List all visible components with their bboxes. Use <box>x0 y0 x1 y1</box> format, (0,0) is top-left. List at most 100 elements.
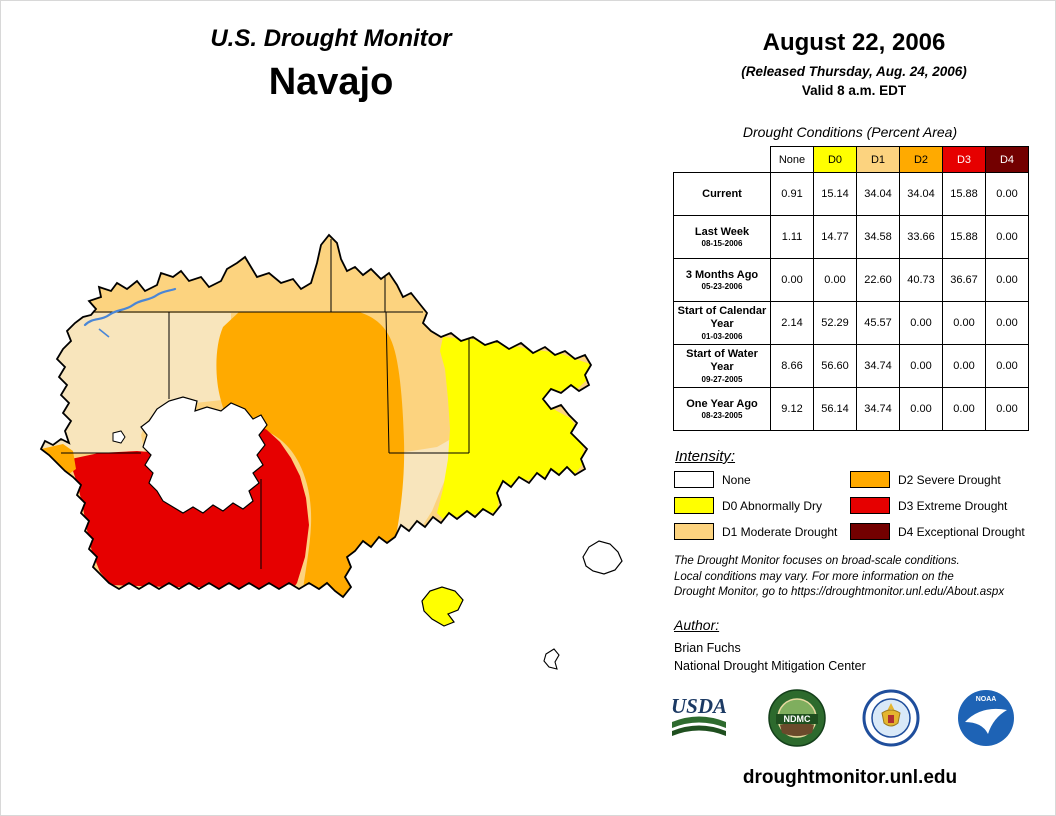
percent-cell: 33.66 <box>899 215 943 259</box>
col-header-d4: D4 <box>985 146 1029 173</box>
table-row: Start of Calendar Year 01-03-2006 2.14 52.2… <box>673 301 1029 345</box>
percent-cell: 52.29 <box>813 301 857 345</box>
percent-cell: 34.58 <box>856 215 900 259</box>
percent-cell: 34.04 <box>899 172 943 216</box>
legend-swatch-none <box>674 471 714 488</box>
disclaimer-text: The Drought Monitor focuses on broad-sca… <box>674 554 1004 601</box>
river-branch <box>98 328 110 338</box>
table-row: One Year Ago 08-23-2005 9.12 56.14 34.74 0.00… <box>673 387 1029 431</box>
noaa-logo: NOAA <box>957 690 1014 746</box>
percent-cell: 0.00 <box>899 344 943 388</box>
percent-cell: 0.00 <box>985 344 1029 388</box>
legend-item-d2: D2 Severe Drought <box>850 471 1040 488</box>
table-row: Last Week 08-15-2006 1.11 14.77 34.58 33.66 15… <box>673 215 1029 259</box>
percent-cell: 0.00 <box>985 258 1029 302</box>
percent-cell: 56.14 <box>813 387 857 431</box>
col-header-d1: D1 <box>856 146 900 173</box>
disclaimer-line: The Drought Monitor focuses on broad-sca… <box>674 555 960 567</box>
author-name: Brian Fuchs <box>674 641 741 655</box>
intensity-title: Intensity: <box>675 448 736 465</box>
valid-time: Valid 8 a.m. EDT <box>801 83 907 98</box>
row-label: Start of Calendar Year 01-03-2006 <box>673 301 771 345</box>
percent-cell: 0.00 <box>942 301 986 345</box>
percent-cell: 0.00 <box>942 387 986 431</box>
col-header-d2: D2 <box>899 146 943 173</box>
table-row: 3 Months Ago 05-23-2006 0.00 0.00 22.60 40.73… <box>673 258 1029 302</box>
small-enclave <box>112 430 126 444</box>
legend-swatch-d1 <box>674 523 714 540</box>
percent-cell: 40.73 <box>899 258 943 302</box>
table-header-row: None D0 D1 D2 D3 D4 <box>673 146 1029 173</box>
percent-cell: 15.88 <box>942 215 986 259</box>
author-organization: National Drought Mitigation Center <box>674 659 866 673</box>
d1-light-west-region <box>41 313 231 453</box>
percent-cell: 15.88 <box>942 172 986 216</box>
d0-east-region <box>437 337 590 521</box>
ndmc-logo: NDMC <box>767 689 826 747</box>
county-boundaries <box>61 239 470 569</box>
percent-cell: 1.11 <box>770 215 814 259</box>
percent-cell: 34.74 <box>856 344 900 388</box>
percent-cell: 0.00 <box>899 387 943 431</box>
author-heading: Author: <box>674 617 720 633</box>
d2-west-wedge <box>41 444 76 474</box>
row-label: Last Week 08-15-2006 <box>673 215 771 259</box>
percent-cell: 0.00 <box>985 301 1029 345</box>
table-title: Drought Conditions (Percent Area) <box>742 124 958 140</box>
table-corner <box>673 146 771 173</box>
legend-label: D3 Extreme Drought <box>898 498 1008 513</box>
legend-item-d4: D4 Exceptional Drought <box>850 523 1040 540</box>
navajo-drought-map-svg <box>39 233 623 670</box>
percent-cell: 0.00 <box>770 258 814 302</box>
percent-cell: 0.00 <box>813 258 857 302</box>
usda-logo: USDA <box>671 694 727 736</box>
legend-label: D0 Abnormally Dry <box>722 498 823 513</box>
percent-cell: 22.60 <box>856 258 900 302</box>
percent-cell: 2.14 <box>770 301 814 345</box>
svg-text:USDA: USDA <box>671 694 727 718</box>
footer-url: droughtmonitor.unl.edu <box>742 767 958 788</box>
row-label: 3 Months Ago 05-23-2006 <box>673 258 771 302</box>
percent-cell: 34.74 <box>856 387 900 431</box>
svg-text:NDMC: NDMC <box>783 714 810 724</box>
release-date: (Released Thursday, Aug. 24, 2006) <box>741 64 967 79</box>
river-line <box>83 287 177 327</box>
legend-item-d0: D0 Abnormally Dry <box>674 497 850 514</box>
percent-cell: 8.66 <box>770 344 814 388</box>
region-title: Navajo <box>268 61 394 103</box>
navajo-boundary <box>39 233 593 599</box>
d2-severe-region <box>216 312 405 597</box>
legend-item-none: None <box>674 471 850 488</box>
percent-cell: 0.00 <box>985 387 1029 431</box>
page-title: U.S. Drought Monitor <box>210 25 452 52</box>
percent-cell: 0.91 <box>770 172 814 216</box>
percent-cell: 34.04 <box>856 172 900 216</box>
col-header-none: None <box>770 146 814 173</box>
col-header-d0: D0 <box>813 146 857 173</box>
legend-item-d3: D3 Extreme Drought <box>850 497 1040 514</box>
map-date: August 22, 2006 <box>762 29 946 56</box>
percent-cell: 0.00 <box>942 344 986 388</box>
col-header-d3: D3 <box>942 146 986 173</box>
commerce-seal-logo <box>862 689 920 747</box>
legend-label: D4 Exceptional Drought <box>898 524 1025 539</box>
drought-map <box>19 211 661 716</box>
percent-cell: 15.14 <box>813 172 857 216</box>
legend-swatch-d3 <box>850 497 890 514</box>
logo-row: USDA NDMC NOAA <box>667 689 1015 747</box>
header-right: August 22, 2006 (Released Thursday, Aug.… <box>661 29 1047 98</box>
intensity-legend: None D0 Abnormally Dry D1 Moderate Drought… <box>674 471 1040 540</box>
drought-conditions-table: None D0 D1 D2 D3 D4 Current 0.91 15.14 34.04 34.0… <box>673 146 1029 431</box>
svg-text:NOAA: NOAA <box>976 696 997 703</box>
legend-label: None <box>722 472 751 487</box>
legend-item-d1: D1 Moderate Drought <box>674 523 850 540</box>
row-label: Start of Water Year 09-27-2005 <box>673 344 771 388</box>
table-row: Current 0.91 15.14 34.04 34.04 15.88 0.00 <box>673 172 1029 216</box>
percent-cell: 0.00 <box>985 172 1029 216</box>
percent-cell: 56.60 <box>813 344 857 388</box>
percent-cell: 0.00 <box>899 301 943 345</box>
percent-cell: 0.00 <box>985 215 1029 259</box>
hopi-enclave <box>140 396 268 514</box>
percent-cell: 14.77 <box>813 215 857 259</box>
